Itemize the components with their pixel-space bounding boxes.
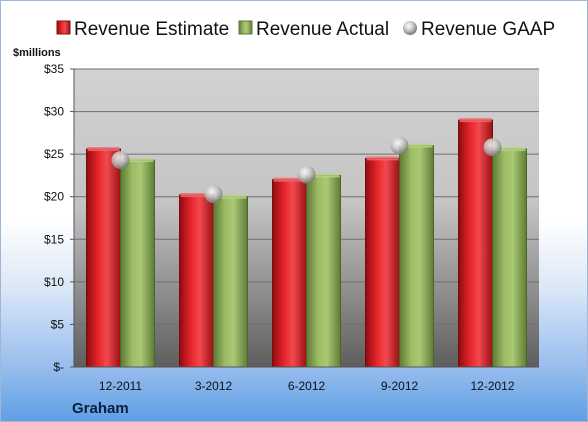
bar-cap xyxy=(87,147,120,152)
x-axis: 12-2011 3-2012 6-2012 9-2012 12-2012 xyxy=(74,366,539,393)
bar-revenue-estimate xyxy=(365,157,400,368)
marker-revenue-gaap xyxy=(390,136,409,155)
bar-revenue-estimate xyxy=(272,179,307,368)
bar-revenue-actual xyxy=(306,174,341,368)
bar-revenue-estimate xyxy=(458,119,493,368)
x-tick-label: 12-2011 xyxy=(99,379,142,393)
x-tick-label: 3-2012 xyxy=(195,379,233,393)
y-tick-label: $25 xyxy=(44,147,64,161)
legend: Revenue Estimate Revenue Actual Revenue … xyxy=(56,19,555,40)
legend-label-gaap: Revenue GAAP xyxy=(421,19,555,40)
x-tick-label: 9-2012 xyxy=(381,379,419,393)
bar-cap xyxy=(307,173,340,178)
bar-cap xyxy=(121,158,154,163)
bar-revenue-actual xyxy=(120,159,155,368)
x-tick-label: 6-2012 xyxy=(288,379,326,393)
legend-swatch-gaap xyxy=(403,21,417,35)
y-tick-label: $10 xyxy=(44,275,64,289)
bar-cap xyxy=(366,156,399,161)
bar-revenue-actual xyxy=(399,145,434,368)
marker-revenue-gaap xyxy=(297,165,316,184)
bar-revenue-estimate xyxy=(86,148,121,368)
y-axis-unit-label: $millions xyxy=(13,47,61,59)
gaap-markers xyxy=(111,136,502,204)
legend-label-estimate: Revenue Estimate xyxy=(74,19,229,40)
bar-revenue-actual xyxy=(213,196,248,368)
bar-revenue-actual xyxy=(492,148,527,368)
marker-revenue-gaap xyxy=(483,138,502,157)
legend-swatch-actual xyxy=(238,20,253,35)
y-tick-label: $15 xyxy=(44,232,64,246)
bar-revenue-estimate xyxy=(179,194,214,368)
y-tick-label: $- xyxy=(53,360,64,374)
y-tick-label: $30 xyxy=(44,105,64,119)
x-tick-label: 12-2012 xyxy=(470,379,514,393)
bar-cap xyxy=(459,118,492,123)
marker-revenue-gaap xyxy=(111,151,130,170)
y-tick-label: $20 xyxy=(44,190,64,204)
y-axis: $- $5 $10 $15 $20 $25 $30 $35 xyxy=(44,62,75,374)
bars xyxy=(86,118,527,368)
company-name: Graham xyxy=(72,400,129,417)
bar-cap xyxy=(493,147,526,152)
y-tick-label: $5 xyxy=(51,317,65,331)
marker-revenue-gaap xyxy=(204,185,223,204)
bar-cap xyxy=(273,177,306,182)
legend-swatch-estimate xyxy=(56,20,71,35)
bar-cap xyxy=(214,194,247,199)
legend-label-actual: Revenue Actual xyxy=(256,19,389,40)
bar-cap xyxy=(400,143,433,148)
bar-cap xyxy=(180,193,213,198)
y-tick-label: $35 xyxy=(44,62,64,76)
